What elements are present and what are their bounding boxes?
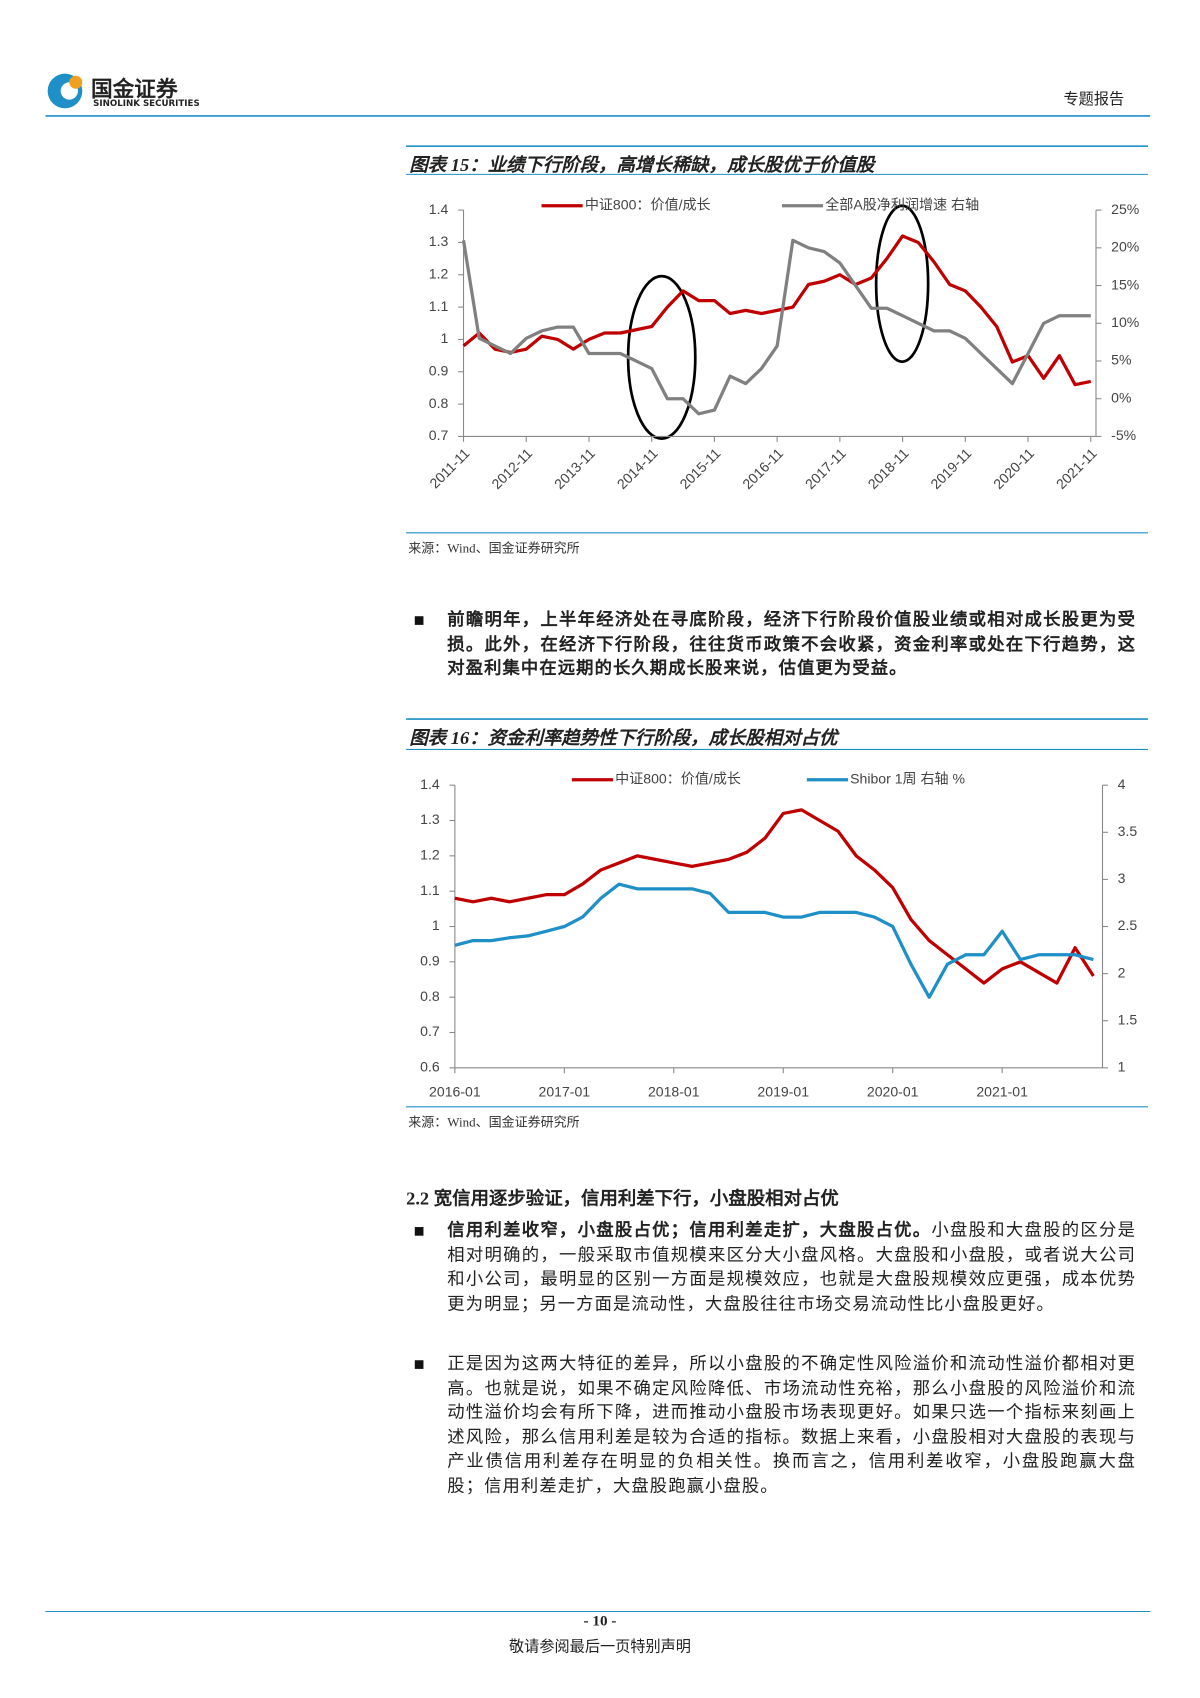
y2-tick-label: 5% [1111, 352, 1131, 368]
x-tick-label: 2019-11 [927, 445, 974, 492]
y-tick-label: 1.3 [429, 233, 449, 249]
x-tick-label: 2020-11 [990, 445, 1037, 492]
y-tick-label: 1 [441, 330, 449, 346]
x-tick-label: 2021-11 [1053, 445, 1100, 492]
y-tick-label: 1.4 [429, 201, 449, 217]
x-tick-label: 2011-11 [426, 445, 472, 491]
x-tick-label: 2015-11 [676, 445, 723, 492]
y-tick-label: 1.2 [429, 265, 449, 281]
x-tick-label: 2018-11 [865, 445, 912, 492]
series-line [462, 234, 1092, 387]
y-tick-label: 1.3 [420, 811, 440, 827]
bullet [414, 616, 424, 625]
paragraph: 前瞻明年，上半年经济处在寻底阶段，经济下行阶段价值股业绩或相对成长股更为受损。此… [447, 610, 1137, 678]
figure-title: 图表 15：业绩下行阶段，高增长稀缺，成长股优于价值股 [409, 154, 875, 176]
highlight-ellipse [626, 274, 697, 440]
x-tick-label: 2017-01 [539, 1083, 591, 1099]
y-tick-label: 0.8 [420, 988, 440, 1004]
paragraph: 信用利差收窄，小盘股占优；信用利差走扩，大盘股占优。小盘股和大盘股的区分是相对明… [447, 1219, 1136, 1316]
paragraph: 正是因为这两大特征的差异，所以小盘股的不确定性风险溢价和流动性溢价都相对更高。也… [447, 1354, 1137, 1496]
y-tick-label: 1.1 [420, 882, 440, 898]
x-tick-label: 2016-01 [429, 1083, 481, 1099]
y-tick-label: 0.7 [429, 427, 449, 443]
legend-label: 中证800：价值/成长 [585, 196, 711, 212]
page-number: - 10 - [583, 1613, 617, 1630]
y-tick-label: 1 [432, 917, 440, 933]
y2-tick-label: 1.5 [1118, 1011, 1138, 1027]
y2-tick-label: 25% [1111, 201, 1139, 217]
x-tick-label: 2021-01 [976, 1083, 1028, 1099]
disclaimer: 敬请参阅最后一页特别声明 [509, 1639, 691, 1656]
y2-tick-label: 0% [1111, 389, 1131, 405]
legend-label: 全部A股净利润增速 右轴 [825, 196, 979, 212]
y2-tick-label: 10% [1111, 314, 1139, 330]
y-tick-label: 0.6 [420, 1059, 440, 1075]
series-line [461, 238, 1091, 416]
y-tick-label: 0.9 [420, 953, 440, 969]
y-tick-label: 0.8 [429, 395, 449, 411]
y2-tick-label: 2.5 [1118, 917, 1138, 933]
x-tick-label: 2019-01 [757, 1083, 809, 1099]
y-tick-label: 1.2 [420, 847, 440, 863]
y2-tick-label: 4 [1118, 776, 1126, 792]
y-tick-label: 1.4 [420, 776, 440, 792]
bullet [414, 1360, 424, 1369]
figure-title: 图表 16：资金利率趋势性下行阶段，成长股相对占优 [409, 727, 838, 749]
y2-tick-label: 15% [1111, 276, 1139, 292]
y-tick-label: 1.1 [429, 298, 449, 314]
x-tick-label: 2016-11 [739, 445, 786, 492]
logo-subtext: SINOLINK SECURITIES [93, 98, 200, 109]
bullet [414, 1227, 424, 1236]
logo-mark [69, 75, 83, 89]
section-title: 2.2 宽信用逐步验证，信用利差下行，小盘股相对占优 [406, 1188, 839, 1209]
y2-tick-label: 3 [1118, 870, 1126, 886]
y2-tick-label: -5% [1111, 427, 1136, 443]
x-tick-label: 2017-11 [802, 445, 849, 492]
x-tick-label: 2014-11 [614, 445, 661, 492]
figure-source: 来源：Wind、国金证券研究所 [408, 540, 580, 556]
y2-tick-label: 1 [1118, 1059, 1126, 1075]
x-tick-label: 2012-11 [488, 445, 535, 492]
highlight-ellipse [874, 204, 930, 364]
paragraph-lead: 信用利差收窄，小盘股占优；信用利差走扩，大盘股占优。 [447, 1221, 932, 1241]
y2-tick-label: 2 [1118, 964, 1126, 980]
x-tick-label: 2020-01 [867, 1083, 919, 1099]
paragraph-text: 小盘股和大盘股的区分是相对明确的，一般采取市值规模来区分大小盘风格。大盘股和小盘… [447, 1221, 1137, 1314]
y2-tick-label: 3.5 [1118, 823, 1138, 839]
report-type: 专题报告 [1063, 92, 1125, 109]
series-line [454, 808, 1095, 985]
y2-tick-label: 20% [1111, 239, 1139, 255]
figure-source: 来源：Wind、国金证券研究所 [408, 1114, 580, 1130]
x-tick-label: 2013-11 [551, 445, 598, 492]
x-tick-label: 2018-01 [648, 1083, 700, 1099]
legend-label: 中证800：价值/成长 [615, 770, 741, 786]
y-tick-label: 0.9 [429, 362, 449, 378]
series-line [454, 882, 1094, 999]
logo-text: 国金证券 [90, 75, 178, 102]
y-tick-label: 0.7 [420, 1023, 440, 1039]
legend-label: Shibor 1周 右轴 % [850, 770, 965, 786]
